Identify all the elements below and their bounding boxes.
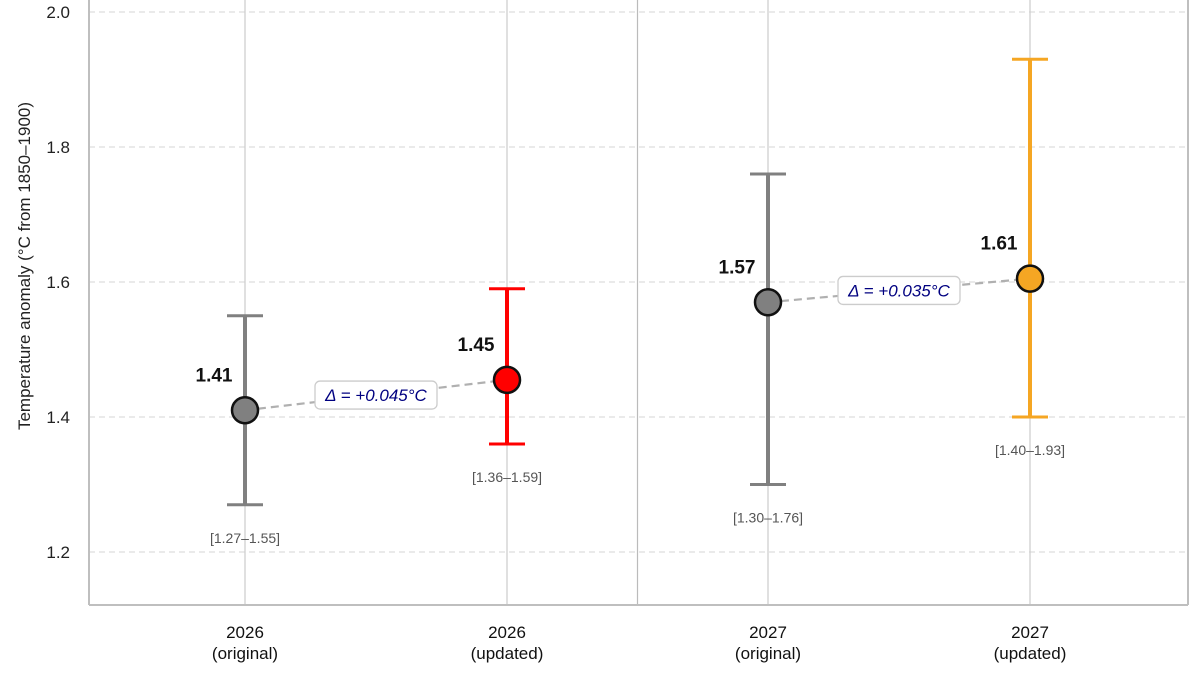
delta-label: Δ = +0.045°C [324,386,427,405]
x-tick-label: 2026 [488,623,526,642]
y-tick-label: 1.6 [46,273,70,292]
x-tick-sublabel: (updated) [994,644,1067,663]
data-point [492,365,522,395]
range-label: [1.30–1.76] [733,510,803,526]
x-tick-sublabel: (updated) [471,644,544,663]
y-tick-label: 1.2 [46,543,70,562]
data-point [753,288,783,317]
y-axis-label: Temperature anomaly (°C from 1850–1900) [15,102,34,430]
range-label: [1.40–1.93] [995,442,1065,458]
delta-label-box [314,380,438,410]
y-tick-label: 1.8 [46,138,70,157]
x-tick-sublabel: (original) [735,644,801,663]
value-label: 1.61 [981,234,1018,255]
x-tick-label: 2026 [226,623,264,642]
value-label: 1.41 [196,365,233,386]
data-point [1015,264,1045,293]
value-label: 1.57 [719,257,756,278]
x-tick-sublabel: (original) [212,644,278,663]
data-point [230,396,260,425]
delta-label: Δ = +0.035°C [847,281,950,300]
x-tick-label: 2027 [749,623,787,642]
value-label: 1.45 [458,335,495,356]
range-label: [1.27–1.55] [210,530,280,546]
y-tick-label: 2.0 [46,3,70,22]
range-label: [1.36–1.59] [472,469,542,485]
delta-label-box [837,275,961,306]
x-tick-label: 2027 [1011,623,1049,642]
y-tick-label: 1.4 [46,408,70,427]
